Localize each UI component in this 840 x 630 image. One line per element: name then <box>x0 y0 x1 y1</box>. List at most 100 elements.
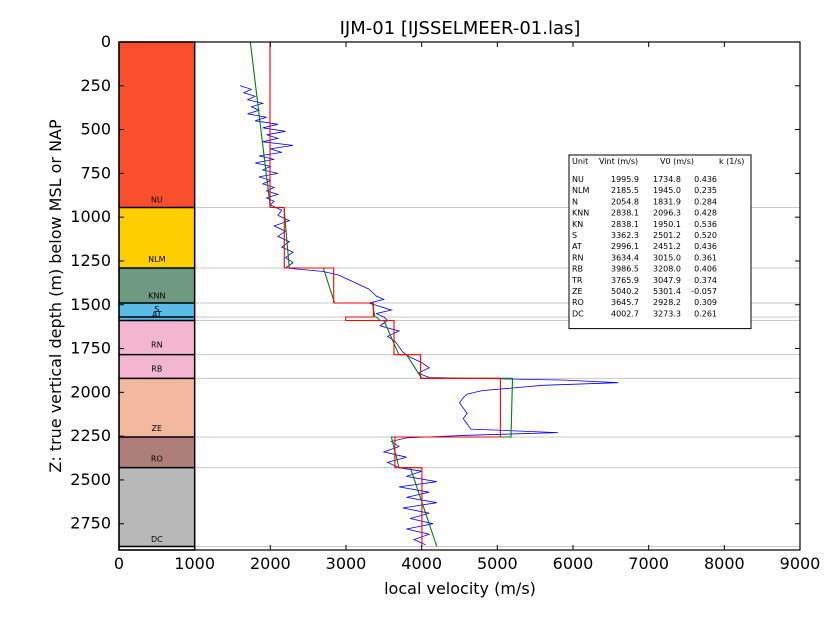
y-tick-label: 750 <box>80 163 111 182</box>
x-tick-label: 0 <box>114 554 124 573</box>
velocity-table-cell: 0.428 <box>694 209 717 218</box>
strip-label-rb: RB <box>151 364 162 373</box>
strip-label-s: S <box>154 305 159 314</box>
velocity-table-cell: AT <box>572 242 582 251</box>
y-tick-label: 0 <box>101 32 111 51</box>
velocity-table-header: k (1/s) <box>719 157 744 166</box>
strip-band-nu <box>119 42 195 208</box>
velocity-table-cell: 3047.9 <box>653 276 681 285</box>
velocity-table-cell: 2451.2 <box>653 242 681 251</box>
velocity-table-cell: N <box>572 197 578 206</box>
y-axis-label: Z: true vertical depth (m) below MSL or … <box>46 119 65 473</box>
velocity-table-header: V0 (m/s) <box>660 157 694 166</box>
velocity-table-cell: 1831.9 <box>653 197 681 206</box>
velocity-table-cell: 0.436 <box>694 175 717 184</box>
velocity-table-cell: 0.284 <box>694 197 717 206</box>
strip-label-knn: KNN <box>148 292 165 301</box>
velocity-table-cell: 3362.3 <box>611 231 639 240</box>
velocity-table-cell: 3645.7 <box>611 298 639 307</box>
velocity-table-cell: 0.261 <box>694 309 717 318</box>
velocity-table-cell: RO <box>572 298 584 307</box>
x-tick-label: 7000 <box>628 554 669 573</box>
strip-band-s <box>119 303 195 318</box>
strip-label-ro: RO <box>151 455 163 464</box>
strip-band-ro <box>119 437 195 468</box>
velocity-table-cell: 3634.4 <box>611 253 639 262</box>
velocity-table-cell: 0.361 <box>694 253 717 262</box>
velocity-table-cell: KN <box>572 220 583 229</box>
velocity-table-cell: 2185.5 <box>611 186 639 195</box>
velocity-table-cell: 0.436 <box>694 242 717 251</box>
x-tick-label: 8000 <box>704 554 745 573</box>
chart-title: IJM-01 [IJSSELMEER-01.las] <box>340 18 581 39</box>
series-line-2 <box>249 42 514 547</box>
velocity-table-cell: 0.374 <box>694 276 717 285</box>
velocity-table-cell: 3015.0 <box>653 253 681 262</box>
velocity-table-cell: 3765.9 <box>611 276 639 285</box>
strip-label-ze: ZE <box>152 424 163 433</box>
strip-band-nlm <box>119 207 195 268</box>
velocity-table-cell: 2996.1 <box>611 242 639 251</box>
strip-band-dc <box>119 467 195 547</box>
velocity-table-cell: RN <box>572 253 584 262</box>
x-tick-label: 2000 <box>250 554 291 573</box>
velocity-table-cell: TR <box>571 276 583 285</box>
velocity-table-cell: S <box>572 231 577 240</box>
y-tick-label: 1250 <box>70 251 111 270</box>
velocity-table-header: Unit <box>572 157 588 166</box>
velocity-table-cell: DC <box>572 309 584 318</box>
velocity-table-cell: 2838.1 <box>611 209 639 218</box>
y-tick-label: 1500 <box>70 295 111 314</box>
y-tick-label: 1750 <box>70 339 111 358</box>
velocity-table-box <box>568 154 752 330</box>
velocity-table-header: Vint (m/s) <box>599 157 638 166</box>
velocity-table-cell: 3986.5 <box>611 265 639 274</box>
strip-label-dc: DC <box>151 535 163 544</box>
plot-frame <box>118 41 801 551</box>
velocity-table-cell: 1950.1 <box>653 220 681 229</box>
strip-band-ze <box>119 378 195 438</box>
x-tick-label: 9000 <box>780 554 821 573</box>
velocity-table-cell: 1945.0 <box>653 186 681 195</box>
velocity-table-cell: 0.406 <box>694 265 717 274</box>
strip-label-at: AT <box>152 310 162 319</box>
x-tick-label: 3000 <box>326 554 367 573</box>
strip-label-nlm: NLM <box>148 255 165 264</box>
y-tick-label: 250 <box>80 76 111 95</box>
y-tick-label: 2000 <box>70 382 111 401</box>
velocity-table-cell: 0.536 <box>694 220 717 229</box>
x-tick-label: 6000 <box>553 554 594 573</box>
velocity-table-cell: -0.057 <box>691 287 717 296</box>
y-tick-label: 500 <box>80 120 111 139</box>
strip-label-rn: RN <box>151 341 163 350</box>
velocity-table-cell: 5301.4 <box>653 287 681 296</box>
strip-band-rb <box>119 354 195 379</box>
velocity-table-cell: 1734.8 <box>653 175 681 184</box>
series-line-1 <box>239 85 619 546</box>
velocity-table-cell: 4002.7 <box>611 309 639 318</box>
velocity-table-cell: 1995.9 <box>611 175 639 184</box>
strip-band-knn <box>119 267 195 304</box>
velocity-table-cell: 3208.0 <box>653 265 681 274</box>
x-tick-label: 4000 <box>401 554 442 573</box>
velocity-table-cell: ZE <box>572 287 583 296</box>
velocity-table-cell: 2096.3 <box>653 209 681 218</box>
y-tick-label: 2750 <box>70 514 111 533</box>
velocity-table-cell: 0.235 <box>694 186 717 195</box>
strip-band-rn <box>119 320 195 355</box>
velocity-table-cell: NU <box>572 175 584 184</box>
velocity-table-cell: 2501.2 <box>653 231 681 240</box>
x-tick-label: 5000 <box>477 554 518 573</box>
velocity-table-cell: RB <box>572 265 583 274</box>
strip-band-at <box>119 317 195 321</box>
velocity-table-cell: 0.309 <box>694 298 717 307</box>
velocity-table-cell: NLM <box>572 186 589 195</box>
y-tick-label: 2500 <box>70 470 111 489</box>
series-line-3 <box>269 42 501 547</box>
velocity-table-cell: 3273.3 <box>653 309 681 318</box>
y-tick-label: 1000 <box>70 207 111 226</box>
x-tick-label: 1000 <box>174 554 215 573</box>
velocity-table-cell: 2838.1 <box>611 220 639 229</box>
